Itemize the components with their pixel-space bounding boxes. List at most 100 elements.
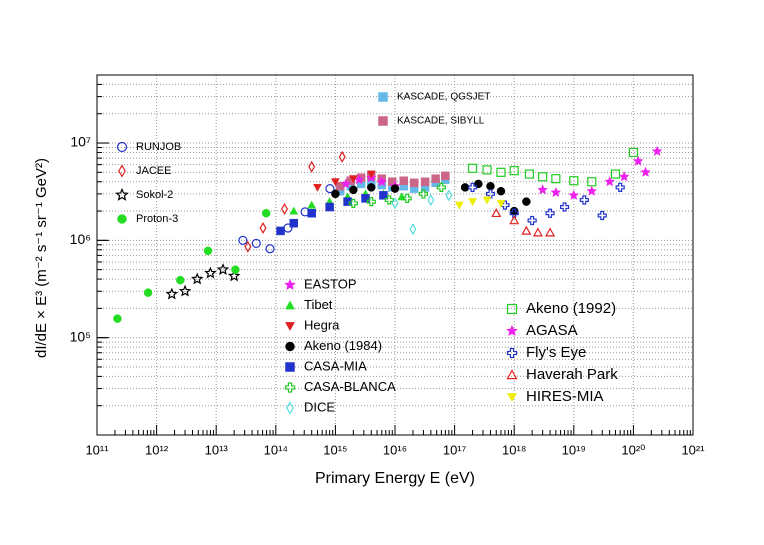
marker [113, 314, 122, 323]
marker [118, 164, 126, 178]
marker [632, 155, 644, 166]
legend-label: EASTOP [304, 276, 357, 291]
marker [390, 184, 400, 193]
legend-label: Hegra [304, 317, 340, 332]
legend-label: CASA-BLANCA [304, 379, 396, 394]
marker [506, 369, 518, 380]
marker [116, 141, 128, 153]
marker [265, 244, 275, 254]
marker [506, 324, 518, 337]
marker [527, 215, 537, 226]
marker [285, 300, 295, 310]
marker [286, 401, 294, 415]
legend-label: Tibet [304, 297, 333, 312]
marker [474, 179, 483, 189]
marker [418, 189, 429, 199]
x-tick-label: 10¹⁶ [383, 442, 407, 457]
marker [307, 200, 317, 209]
legend-label: Fly's Eye [526, 344, 586, 361]
marker [409, 178, 419, 188]
x-tick-label: 10¹³ [205, 442, 229, 457]
x-tick-label: 10¹⁷ [443, 442, 467, 457]
marker [521, 225, 532, 235]
marker [178, 284, 192, 297]
marker [238, 235, 248, 245]
marker [115, 187, 129, 201]
marker [378, 116, 388, 126]
marker [496, 186, 506, 196]
marker [384, 195, 394, 205]
marker [545, 227, 556, 237]
marker [376, 176, 388, 187]
marker [482, 196, 492, 205]
marker [366, 197, 376, 207]
marker [507, 393, 517, 403]
marker [227, 269, 241, 282]
marker [276, 226, 285, 236]
marker [467, 182, 478, 192]
marker [568, 189, 580, 200]
legend-label: RUNJOB [136, 141, 181, 153]
x-tick-label: 10¹¹ [85, 442, 109, 457]
marker [509, 215, 520, 225]
legend-label: Akeno (1984) [304, 338, 382, 353]
marker [569, 176, 579, 186]
marker [338, 150, 346, 163]
marks [113, 145, 663, 323]
marker [551, 174, 561, 184]
marker [509, 206, 519, 216]
marker [325, 202, 334, 212]
marker [308, 160, 316, 173]
legend-label: Sokol-2 [136, 189, 173, 201]
marker [538, 172, 548, 182]
marker [402, 193, 412, 203]
marker [259, 221, 267, 234]
marker [506, 303, 518, 315]
marker [284, 278, 296, 291]
marker [486, 181, 495, 191]
marker [506, 347, 518, 359]
marker [348, 175, 358, 184]
x-tick-label: 10¹⁴ [264, 442, 288, 457]
marker [537, 184, 549, 195]
y-tick-label: 10⁶ [70, 231, 91, 247]
marker [379, 191, 388, 200]
marker [307, 208, 316, 218]
marker [361, 194, 370, 203]
marker [485, 189, 496, 199]
marker [550, 186, 562, 198]
marker [251, 238, 261, 249]
marker [545, 208, 555, 218]
x-tick-label: 10¹⁹ [562, 442, 586, 457]
x-axis-label: Primary Energy E (eV) [315, 470, 475, 487]
marker [285, 322, 295, 332]
marker [143, 288, 153, 297]
marker [532, 227, 543, 237]
marker [165, 287, 179, 300]
marker [454, 201, 464, 210]
marker [285, 362, 295, 372]
legend-label: HIRES-MIA [526, 388, 604, 405]
marker [391, 197, 399, 210]
marker [460, 183, 470, 192]
marker [176, 275, 185, 285]
marker [340, 178, 352, 189]
marker [117, 214, 127, 224]
marker [628, 147, 639, 158]
marker [203, 246, 213, 256]
legend: RUNJOB JACEE Sokol-2 Proton-3 KASCADE, QGSJE… [115, 92, 618, 415]
marker [445, 189, 453, 202]
marker [431, 174, 440, 183]
marker [522, 197, 531, 206]
marker [436, 182, 446, 192]
marker [467, 163, 478, 173]
marker [399, 176, 408, 185]
marker [190, 272, 204, 285]
marker [579, 195, 589, 205]
marker [366, 170, 376, 179]
marker [597, 210, 607, 221]
marker [289, 218, 298, 228]
marker [216, 263, 230, 275]
y-tick-label: 10⁵ [70, 328, 91, 344]
